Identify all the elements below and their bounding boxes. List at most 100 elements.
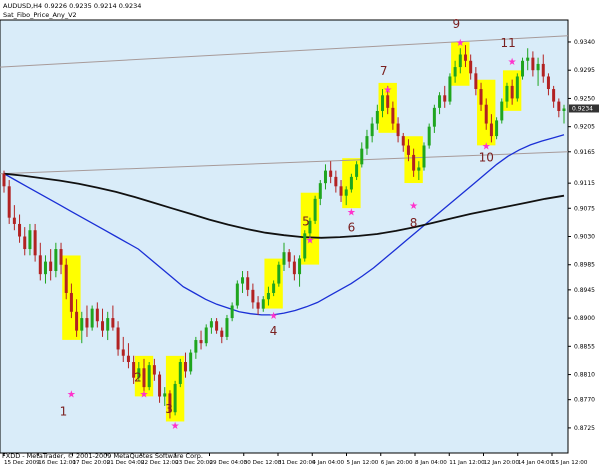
candle-body — [292, 261, 296, 275]
channel-line-1 — [0, 151, 569, 175]
candle-body — [531, 57, 535, 71]
symbol-timeframe: AUDUSD,H4 — [3, 2, 43, 10]
candle-body — [303, 233, 307, 259]
candle-body — [80, 318, 84, 331]
wave-label-4: 4 — [270, 324, 278, 338]
candle-body — [230, 305, 234, 319]
candle-body — [505, 85, 509, 102]
candle-body — [18, 223, 22, 237]
candle-body — [90, 308, 94, 328]
candle-body — [235, 283, 239, 306]
candle-body — [458, 54, 462, 68]
candle-body — [463, 54, 467, 61]
candle-body — [308, 220, 312, 234]
candle-body — [251, 289, 255, 303]
price-tick-label: 0.9295 — [574, 67, 595, 74]
candle-body — [298, 258, 302, 275]
candle-body — [64, 264, 68, 293]
candle-body — [396, 123, 400, 137]
candle-body — [360, 148, 364, 165]
candle-body — [215, 321, 219, 331]
channel-lines — [0, 35, 569, 175]
candle-body — [386, 95, 390, 108]
candle-body — [401, 136, 405, 146]
candle-body — [277, 264, 281, 284]
candle-body — [339, 186, 343, 196]
price-tick-label: 0.8900 — [574, 315, 595, 322]
candle-body — [438, 95, 442, 108]
price-tick-label: 0.8770 — [574, 397, 595, 404]
price-tick-label: 0.9250 — [574, 95, 595, 102]
candle-body — [163, 393, 167, 397]
candle-body — [85, 318, 89, 328]
time-tick-label: 15 Jan 12:00 — [552, 460, 588, 466]
candle-body — [355, 164, 359, 177]
candle-body — [391, 107, 395, 124]
candle-body — [375, 110, 379, 124]
candle-body — [412, 154, 416, 171]
candle-body — [246, 277, 250, 290]
pivot-star: ★ — [409, 201, 418, 212]
candle-body — [69, 292, 73, 312]
candle-body — [111, 318, 115, 328]
candle-body — [484, 104, 488, 124]
candle-body — [432, 107, 436, 127]
time-tick-label: 23 Dec 20:00 — [175, 460, 213, 466]
candle-body — [7, 186, 11, 218]
time-tick-label: 12 Jan 20:00 — [484, 460, 520, 466]
candle-body — [261, 299, 265, 309]
candle-body — [536, 63, 540, 71]
price-tick-label: 0.9165 — [574, 149, 595, 156]
candle-body — [43, 261, 47, 275]
candle-body — [194, 340, 198, 353]
candle-body — [287, 252, 291, 262]
wave-label-3: 3 — [165, 402, 173, 416]
time-tick-label: 22 Dec 12:00 — [141, 460, 179, 466]
candle-body — [323, 170, 327, 184]
price-tick-label: 0.9115 — [574, 180, 595, 187]
candle-body — [204, 327, 208, 344]
candle-body — [557, 101, 561, 111]
candle-body — [12, 217, 16, 224]
candle-body — [443, 95, 447, 102]
candle-body — [479, 89, 483, 105]
wave-label-7: 7 — [380, 64, 388, 78]
wave-label-9: 9 — [452, 17, 460, 31]
price-tick-label: 0.9075 — [574, 205, 595, 212]
time-tick-label: 15 Dec 2009 — [4, 460, 40, 466]
time-tick-label: 11 Jan 12:00 — [449, 460, 485, 466]
wave-label-6: 6 — [348, 220, 356, 234]
candle-body — [126, 355, 130, 363]
moving-average-line-1 — [3, 134, 565, 316]
candle-body — [173, 383, 177, 413]
candle-body — [49, 261, 53, 272]
ohlc-values: 0.9226 0.9235 0.9214 0.9234 — [44, 2, 142, 10]
candle-body — [116, 327, 120, 350]
candle-body — [256, 302, 260, 309]
time-tick-label: 8 Jan 04:00 — [415, 460, 447, 466]
pivot-star: ★ — [140, 389, 149, 400]
pivot-star: ★ — [508, 57, 517, 68]
candle-body — [168, 393, 172, 413]
time-tick-label: 31 Dec 20:00 — [278, 460, 316, 466]
candle-body — [526, 57, 530, 61]
price-axis: 0.9340 0.9295 0.9250 0.9205 0.9165 0.9115 0.90… — [568, 39, 599, 432]
candle-body — [158, 374, 162, 397]
pivot-star: ★ — [269, 311, 278, 322]
wave-label-5: 5 — [302, 215, 310, 229]
price-tick-label: 0.9340 — [574, 39, 595, 46]
candle-body — [225, 318, 229, 337]
price-tick-label: 0.8945 — [574, 287, 595, 294]
candle-body — [152, 365, 156, 375]
wave-annotations: ★1★2★3★4★5★6★7★8★9★10★11 — [60, 17, 517, 432]
price-tick-label: 0.9030 — [574, 234, 595, 241]
moving-averages — [3, 134, 565, 316]
candle-body — [101, 321, 105, 331]
candle-body — [469, 60, 473, 74]
candle-body — [142, 368, 146, 388]
candle-body — [137, 368, 141, 378]
pivot-star: ★ — [383, 85, 392, 96]
wave-label-11: 11 — [501, 36, 516, 50]
price-tick-label: 0.9205 — [574, 124, 595, 131]
